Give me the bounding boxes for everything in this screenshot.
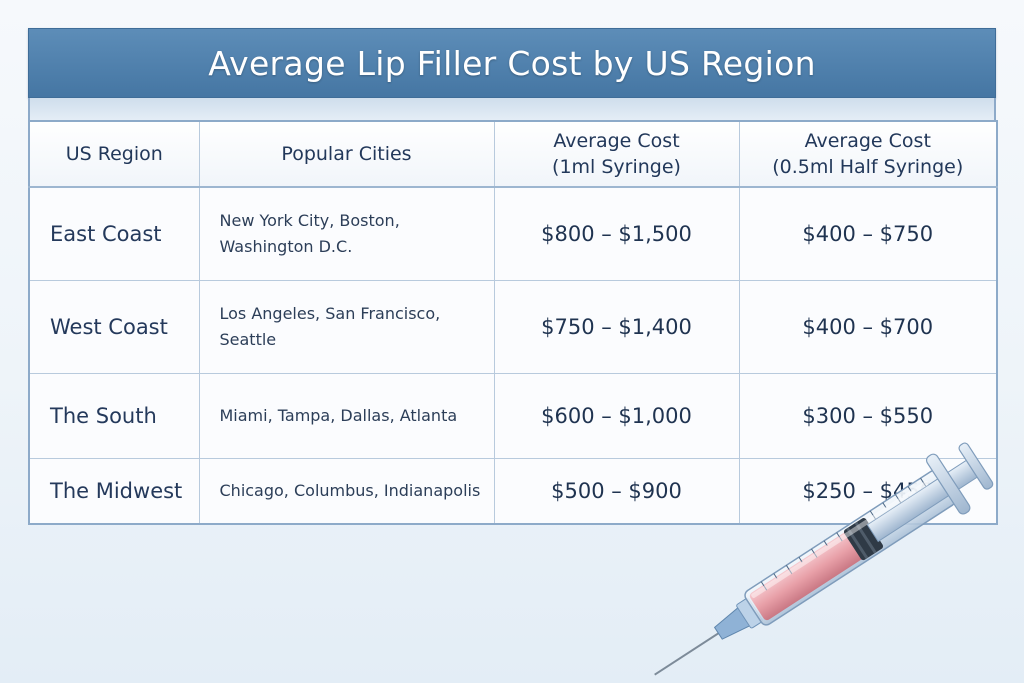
cities-cell: Miami, Tampa, Dallas, Atlanta xyxy=(198,373,495,459)
column-header-cities: Popular Cities xyxy=(198,120,495,188)
region-cell: The Midwest xyxy=(28,458,200,525)
cost-1ml-cell: $500 – $900 xyxy=(493,458,740,525)
title-banner: Average Lip Filler Cost by US Region xyxy=(28,28,996,98)
column-header-cost-1ml-line1: Average Cost xyxy=(553,130,680,152)
column-header-cost-half-line1: Average Cost xyxy=(804,130,931,152)
table-row-the-midwest: The Midwest Chicago, Columbus, Indianapo… xyxy=(28,458,998,525)
table-row-west-coast: West Coast Los Angeles, San Francisco, S… xyxy=(28,280,998,374)
column-header-cities-label: Popular Cities xyxy=(281,143,412,165)
cities-cell: Los Angeles, San Francisco, Seattle xyxy=(198,280,495,374)
cost-half-cell: $300 – $550 xyxy=(738,373,998,459)
table-header-row: US Region Popular Cities Average Cost (1… xyxy=(28,120,998,188)
cities-cell: Chicago, Columbus, Indianapolis xyxy=(198,458,495,525)
cost-1ml-cell: $600 – $1,000 xyxy=(493,373,740,459)
column-header-cost-half: Average Cost (0.5ml Half Syringe) xyxy=(738,120,998,188)
cost-1ml-cell: $750 – $1,400 xyxy=(493,280,740,374)
table-row-east-coast: East Coast New York City, Boston, Washin… xyxy=(28,186,998,281)
header-strip xyxy=(28,98,996,120)
cost-half-cell: $250 – $450 xyxy=(738,458,998,525)
cost-table: US Region Popular Cities Average Cost (1… xyxy=(28,120,998,525)
cost-table-card: Average Lip Filler Cost by US Region US … xyxy=(28,28,998,525)
column-header-cost-half-line2: (0.5ml Half Syringe) xyxy=(772,156,964,178)
column-header-cost-1ml: Average Cost (1ml Syringe) xyxy=(493,120,740,188)
region-cell: The South xyxy=(28,373,200,459)
cost-half-cell: $400 – $700 xyxy=(738,280,998,374)
cost-1ml-cell: $800 – $1,500 xyxy=(493,186,740,281)
table-row-the-south: The South Miami, Tampa, Dallas, Atlanta … xyxy=(28,373,998,459)
column-header-region-label: US Region xyxy=(65,143,163,165)
column-header-region: US Region xyxy=(28,120,200,188)
cost-half-cell: $400 – $750 xyxy=(738,186,998,281)
region-cell: West Coast xyxy=(28,280,200,374)
page-title: Average Lip Filler Cost by US Region xyxy=(208,43,816,83)
column-header-cost-1ml-line2: (1ml Syringe) xyxy=(552,156,681,178)
region-cell: East Coast xyxy=(28,186,200,281)
cities-cell: New York City, Boston, Washington D.C. xyxy=(198,186,495,281)
